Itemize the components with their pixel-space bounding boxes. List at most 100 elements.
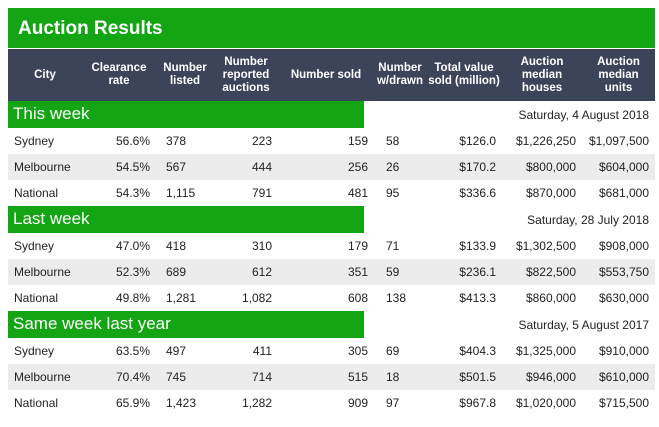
table-cell: 378 xyxy=(166,134,187,148)
table-cell: 745 xyxy=(166,370,187,384)
table-cell: $822,500 xyxy=(525,265,576,279)
table-row: National 49.8% 1,281 1,082 608 138 $413.3 $860,… xyxy=(8,285,655,311)
table-cell: 310 xyxy=(251,239,272,253)
table-cell: 612 xyxy=(251,265,272,279)
table-cell: 56.6% xyxy=(115,134,150,148)
table-row: Melbourne 70.4% 745 714 515 18 $501.5 $946,000 $… xyxy=(8,364,655,390)
table-cell: 1,423 xyxy=(166,396,197,410)
column-header-clearance-rate: Clearance rate xyxy=(91,62,147,87)
column-header-total-value: Total value sold (million) xyxy=(428,62,500,87)
table-cell: 351 xyxy=(347,265,368,279)
section-header: This week Saturday, 4 August 2018 xyxy=(8,101,655,128)
table-cell: $336.6 xyxy=(459,186,496,200)
table-cell: 256 xyxy=(347,160,368,174)
table-cell: 159 xyxy=(347,134,368,148)
table-title: Auction Results xyxy=(8,8,655,48)
table-cell: 26 xyxy=(386,160,400,174)
table-cell: 791 xyxy=(251,186,272,200)
table-cell: 608 xyxy=(347,291,368,305)
table-row: Melbourne 52.3% 689 612 351 59 $236.1 $822,500 $… xyxy=(8,259,655,285)
table-cell: 70.4% xyxy=(115,370,150,384)
table-cell: Melbourne xyxy=(14,370,71,384)
table-cell: 49.8% xyxy=(115,291,150,305)
table-cell: 18 xyxy=(386,370,400,384)
table-row: Sydney 56.6% 378 223 159 58 $126.0 $1,226,250 $1… xyxy=(8,128,655,154)
table-cell: 305 xyxy=(347,344,368,358)
table-cell: $1,020,000 xyxy=(515,396,576,410)
table-cell: $630,000 xyxy=(598,291,649,305)
column-header-median-houses: Auction median houses xyxy=(520,55,564,94)
table-cell: $126.0 xyxy=(459,134,496,148)
table-cell: 47.0% xyxy=(115,239,150,253)
column-header-city: City xyxy=(34,68,56,81)
table-cell: 138 xyxy=(386,291,407,305)
table-cell: 515 xyxy=(347,370,368,384)
table-cell: 97 xyxy=(386,396,400,410)
column-header-number-sold: Number sold xyxy=(290,68,362,81)
table-cell: 1,082 xyxy=(241,291,272,305)
table-cell: $604,000 xyxy=(598,160,649,174)
table-cell: $910,000 xyxy=(598,344,649,358)
table-cell: 411 xyxy=(252,344,272,358)
table-cell: 223 xyxy=(251,134,272,148)
table-cell: 1,282 xyxy=(241,396,272,410)
table-cell: 59 xyxy=(386,265,400,279)
table-cell: $1,097,500 xyxy=(588,134,649,148)
table-cell: 179 xyxy=(347,239,368,253)
table-cell: 95 xyxy=(386,186,400,200)
table-cell: Melbourne xyxy=(14,265,71,279)
table-cell: 714 xyxy=(251,370,272,384)
table-cell: 54.5% xyxy=(115,160,150,174)
table-cell: 444 xyxy=(251,160,272,174)
table-cell: 689 xyxy=(166,265,187,279)
table-cell: 418 xyxy=(166,239,187,253)
table-row: National 65.9% 1,423 1,282 909 97 $967.8 $1,020… xyxy=(8,390,655,416)
table-cell: 63.5% xyxy=(115,344,150,358)
table-cell: $1,325,000 xyxy=(515,344,576,358)
auction-results-table: Auction Results City Clearance rate Numb… xyxy=(8,8,655,416)
table-cell: 1,115 xyxy=(166,186,196,200)
table-cell: $800,000 xyxy=(525,160,576,174)
table-cell: $501.5 xyxy=(459,370,496,384)
table-cell: National xyxy=(14,186,59,200)
table-cell: $553,750 xyxy=(598,265,649,279)
table-cell: $170.2 xyxy=(459,160,496,174)
table-cell: 1,281 xyxy=(166,291,197,305)
table-cell: $681,000 xyxy=(598,186,649,200)
table-cell: Sydney xyxy=(14,239,55,253)
table-cell: $715,500 xyxy=(598,396,649,410)
table-cell: $967.8 xyxy=(459,396,496,410)
section-label: This week xyxy=(8,101,364,128)
table-cell: 58 xyxy=(386,134,400,148)
table-cell: $860,000 xyxy=(525,291,576,305)
table-row: National 54.3% 1,115 791 481 95 $336.6 $870,000… xyxy=(8,180,655,206)
table-cell: $1,226,250 xyxy=(515,134,576,148)
table-cell: National xyxy=(14,291,59,305)
table-cell: $236.1 xyxy=(459,265,496,279)
table-cell: Melbourne xyxy=(14,160,71,174)
table-cell: 71 xyxy=(386,239,400,253)
section-label: Last week xyxy=(8,206,364,233)
column-header-reported-auctions: Number reported auctions xyxy=(222,55,270,94)
section-label: Same week last year xyxy=(8,311,364,338)
table-cell: Sydney xyxy=(14,344,55,358)
table-cell: $870,000 xyxy=(525,186,576,200)
table-cell: 497 xyxy=(166,344,187,358)
section-date: Saturday, 5 August 2017 xyxy=(518,317,649,332)
table-cell: 909 xyxy=(347,396,368,410)
column-header-withdrawn: Number w/drawn xyxy=(376,62,423,87)
section-header: Last week Saturday, 28 July 2018 xyxy=(8,206,655,233)
table-cell: 52.3% xyxy=(115,265,150,279)
section-date: Saturday, 28 July 2018 xyxy=(527,212,649,227)
table-cell: $610,000 xyxy=(598,370,649,384)
table-body: This week Saturday, 4 August 2018 Sydney 56… xyxy=(8,101,655,416)
table-cell: $1,302,500 xyxy=(515,239,576,253)
table-cell: $413.3 xyxy=(459,291,496,305)
table-cell: 567 xyxy=(166,160,187,174)
table-cell: Sydney xyxy=(14,134,55,148)
column-header-number-listed: Number listed xyxy=(163,62,207,87)
table-cell: 69 xyxy=(386,344,400,358)
table-cell: $908,000 xyxy=(598,239,649,253)
table-cell: $946,000 xyxy=(525,370,576,384)
table-row: Sydney 63.5% 497 411 305 69 $404.3 $1,325,000 $9… xyxy=(8,338,655,364)
